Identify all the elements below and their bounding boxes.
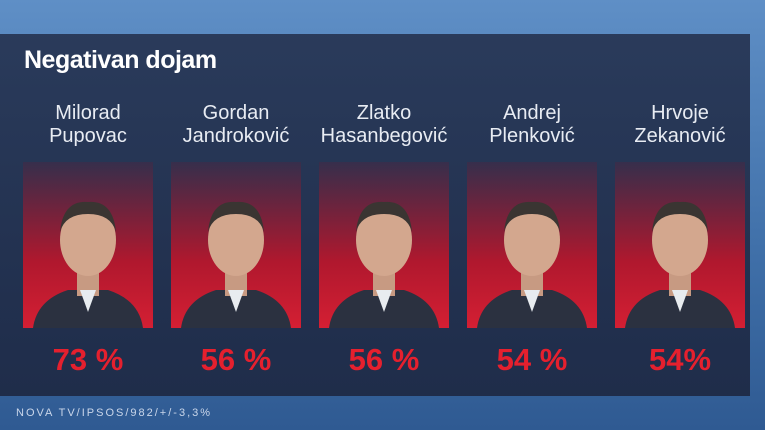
share-value: 73 % bbox=[52, 342, 124, 377]
collar bbox=[80, 290, 96, 312]
first-name: Zlatko bbox=[356, 102, 412, 124]
first-name: Gordan bbox=[202, 102, 270, 124]
last-name: Pupovac bbox=[49, 125, 127, 147]
hair bbox=[652, 201, 708, 232]
share-value: 54 % bbox=[496, 342, 568, 377]
head bbox=[208, 204, 264, 276]
first-name: Hrvoje bbox=[651, 102, 709, 124]
portrait bbox=[615, 162, 745, 328]
first-name: Andrej bbox=[503, 102, 561, 124]
portrait-figure bbox=[329, 201, 439, 328]
portrait bbox=[319, 162, 449, 328]
last-name: Jandroković bbox=[182, 125, 290, 147]
hair bbox=[208, 201, 264, 232]
hair bbox=[60, 201, 116, 232]
collar bbox=[672, 290, 688, 312]
portrait-figure bbox=[477, 201, 587, 328]
last-name: Hasanbegović bbox=[320, 125, 448, 147]
head bbox=[652, 204, 708, 276]
share-value: 54% bbox=[648, 342, 712, 377]
share-value: 56 % bbox=[348, 342, 420, 377]
portrait-figure bbox=[33, 201, 143, 328]
collar bbox=[524, 290, 540, 312]
portrait-figure bbox=[181, 201, 291, 328]
first-name: Milorad bbox=[55, 102, 121, 124]
portrait bbox=[171, 162, 301, 328]
share-value: 56 % bbox=[200, 342, 272, 377]
last-name: Zekanović bbox=[634, 125, 726, 147]
collar bbox=[228, 290, 244, 312]
portrait-figure bbox=[625, 201, 735, 328]
portrait bbox=[467, 162, 597, 328]
collar bbox=[376, 290, 392, 312]
source: NOVA TV/IPSOS/982/+/-3,3% bbox=[16, 407, 213, 419]
hair bbox=[504, 201, 560, 232]
head bbox=[504, 204, 560, 276]
portrait bbox=[23, 162, 153, 328]
head bbox=[356, 204, 412, 276]
last-name: Plenković bbox=[489, 125, 575, 147]
title: Negativan dojam bbox=[24, 46, 217, 74]
head bbox=[60, 204, 116, 276]
hair bbox=[356, 201, 412, 232]
